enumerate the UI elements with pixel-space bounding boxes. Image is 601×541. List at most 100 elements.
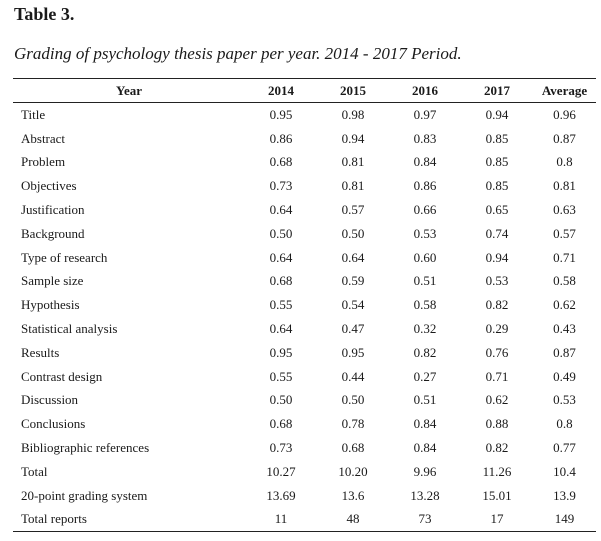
table-cell: 10.27 — [266, 463, 296, 479]
table-cell: 0.63 — [553, 202, 576, 218]
table-row: Contrast design 0.55 0.44 0.27 0.71 0.49 — [13, 365, 596, 389]
table-cell: 9.96 — [413, 463, 437, 479]
table-cell: 0.86 — [269, 130, 293, 146]
table-cell: 0.27 — [413, 368, 437, 384]
table-cell: 0.97 — [413, 106, 437, 122]
table-cell: 0.94 — [485, 249, 509, 265]
table-cell: 0.81 — [341, 154, 365, 170]
row-label: Problem — [21, 154, 66, 170]
table-cell: 0.84 — [413, 416, 437, 432]
table-cell: 0.55 — [269, 368, 293, 384]
table-cell: 0.58 — [413, 297, 437, 313]
table-cell: 0.59 — [341, 273, 365, 289]
table-cell: 17 — [490, 511, 504, 527]
table-cell: 11 — [274, 511, 288, 527]
table-cell: 0.82 — [485, 297, 509, 313]
row-label: Bibliographic references — [21, 440, 150, 456]
row-label: Results — [21, 344, 60, 360]
table-cell: 0.85 — [485, 130, 509, 146]
table-cell: 0.64 — [269, 321, 293, 337]
table-cell: 0.64 — [269, 202, 293, 218]
row-label: Justification — [21, 202, 85, 218]
row-label: Contrast design — [21, 368, 103, 384]
column-header: Average — [541, 82, 588, 98]
table-cell: 0.87 — [553, 344, 576, 360]
header-row: Year 2014 2015 2016 2017 Average — [13, 78, 596, 103]
table-cell: 13.69 — [266, 487, 296, 503]
table-cell: 0.62 — [485, 392, 509, 408]
row-label: Sample size — [21, 273, 84, 289]
table-cell: 0.43 — [553, 321, 576, 337]
table-cell: 0.76 — [485, 344, 509, 360]
row-label: Conclusions — [21, 416, 86, 432]
table-cell: 0.51 — [413, 392, 437, 408]
table-row: Hypothesis 0.55 0.54 0.58 0.82 0.62 — [13, 293, 596, 317]
table-cell: 0.68 — [269, 416, 293, 432]
table-cell: 0.44 — [341, 368, 365, 384]
table-cell: 0.84 — [413, 440, 437, 456]
table-cell: 0.51 — [413, 273, 437, 289]
table-cell: 0.82 — [485, 440, 509, 456]
table-cell: 0.53 — [553, 392, 576, 408]
table-cell: 73 — [418, 511, 432, 527]
table-cell: 0.66 — [413, 202, 437, 218]
table-cell: 0.77 — [553, 440, 576, 456]
table-cell: 0.71 — [553, 249, 576, 265]
table-row: Statistical analysis 0.64 0.47 0.32 0.29 0.43 — [13, 317, 596, 341]
table-row: Justification 0.64 0.57 0.66 0.65 0.63 — [13, 198, 596, 222]
table-cell: 0.96 — [553, 106, 576, 122]
table-cell: 0.53 — [413, 225, 437, 241]
table-cell: 0.50 — [269, 392, 293, 408]
table-row: Objectives 0.73 0.81 0.86 0.85 0.81 — [13, 174, 596, 198]
row-label: Statistical analysis — [21, 321, 118, 337]
row-label: Total — [21, 463, 48, 479]
table-row: Discussion 0.50 0.50 0.51 0.62 0.53 — [13, 389, 596, 413]
table-cell: 0.57 — [553, 225, 576, 241]
table-cell: 0.68 — [269, 273, 293, 289]
grading-table: Year 2014 2015 2016 2017 Average Title 0.95 0.9… — [13, 78, 596, 532]
table-cell: 0.50 — [269, 225, 293, 241]
table-cell: 0.95 — [269, 344, 293, 360]
table-cell: 0.47 — [341, 321, 365, 337]
table-cell: 0.98 — [341, 106, 365, 122]
table-cell: 0.65 — [485, 202, 509, 218]
table-label: Table 3. — [14, 4, 75, 24]
table-row: 20-point grading system 13.69 13.6 13.28 15.… — [13, 484, 596, 508]
table-cell: 0.86 — [413, 178, 437, 194]
row-label: Total reports — [21, 511, 87, 527]
table-cell: 0.8 — [556, 416, 573, 432]
column-header: 2017 — [484, 82, 510, 98]
table-cell: 0.50 — [341, 392, 365, 408]
table-row: Total reports 11 48 73 17 149 — [13, 508, 596, 532]
table-row: Total 10.27 10.20 9.96 11.26 10.4 — [13, 460, 596, 484]
row-label: Objectives — [21, 178, 77, 194]
table-cell: 0.87 — [553, 130, 576, 146]
table-cell: 0.73 — [269, 178, 293, 194]
table-row: Bibliographic references 0.73 0.68 0.84 0.82… — [13, 436, 596, 460]
table-cell: 0.49 — [553, 368, 576, 384]
table-cell: 0.94 — [341, 130, 365, 146]
column-header: Year — [116, 82, 142, 98]
table-cell: 0.32 — [413, 321, 437, 337]
table-cell: 149 — [554, 511, 575, 527]
table-row: Conclusions 0.68 0.78 0.84 0.88 0.8 — [13, 412, 596, 436]
table-cell: 48 — [346, 511, 360, 527]
table-cell: 0.94 — [485, 106, 509, 122]
table-row: Title 0.95 0.98 0.97 0.94 0.96 — [13, 103, 596, 127]
table-cell: 0.81 — [553, 178, 576, 194]
table-cell: 0.74 — [485, 225, 509, 241]
table-cell: 0.60 — [413, 249, 437, 265]
table-cell: 13.6 — [341, 487, 365, 503]
table-cell: 0.88 — [485, 416, 509, 432]
table-cell: 0.54 — [341, 297, 365, 313]
table-row: Abstract 0.86 0.94 0.83 0.85 0.87 — [13, 127, 596, 151]
table-cell: 0.64 — [341, 249, 365, 265]
table-row: Background 0.50 0.50 0.53 0.74 0.57 — [13, 222, 596, 246]
table-cell: 0.57 — [341, 202, 365, 218]
table-row: Type of research 0.64 0.64 0.60 0.94 0.71 — [13, 246, 596, 270]
table-cell: 11.26 — [482, 463, 512, 479]
table-caption: Grading of psychology thesis paper per y… — [14, 44, 462, 63]
table-row: Results 0.95 0.95 0.82 0.76 0.87 — [13, 341, 596, 365]
table-cell: 0.55 — [269, 297, 293, 313]
table-cell: 0.68 — [269, 154, 293, 170]
